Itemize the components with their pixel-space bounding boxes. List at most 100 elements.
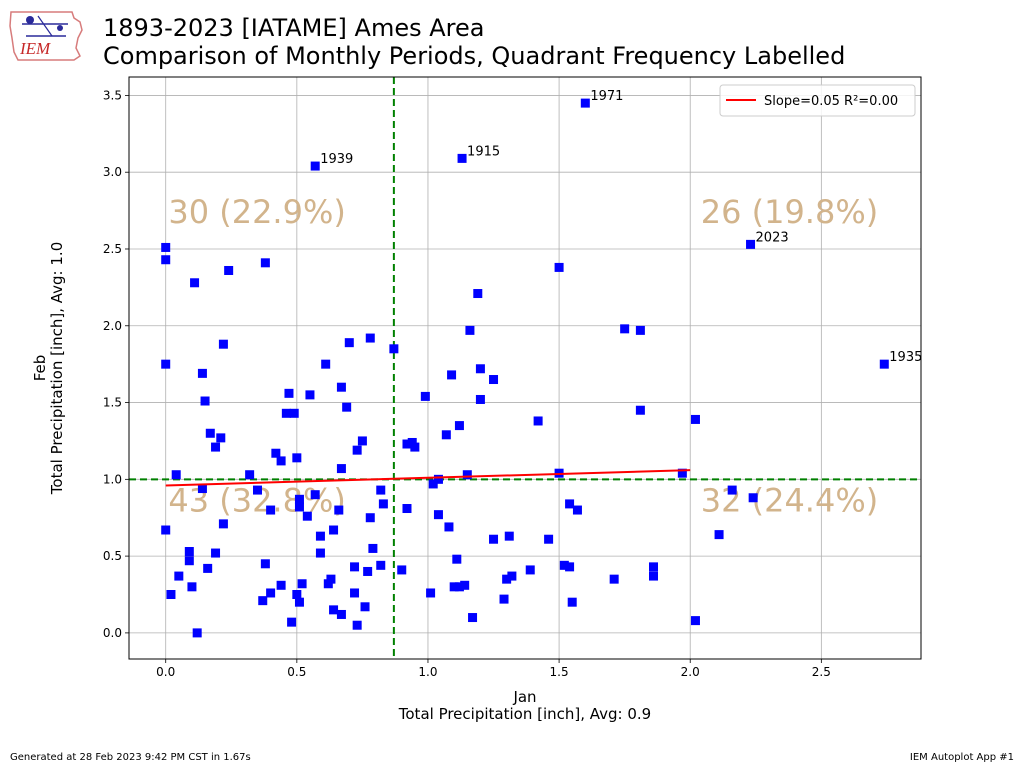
- logo-text: IEM: [19, 39, 51, 58]
- data-point: [260, 258, 270, 268]
- data-point: [329, 525, 339, 535]
- data-point: [245, 470, 255, 480]
- data-point: [507, 571, 517, 581]
- regression-line: [165, 469, 691, 487]
- data-point: [426, 588, 436, 598]
- data-point: [284, 388, 294, 398]
- data-point: [310, 161, 320, 171]
- data-point: [161, 525, 171, 535]
- data-point: [336, 382, 346, 392]
- legend-box: [719, 84, 916, 117]
- data-point: [502, 574, 512, 584]
- data-point: [224, 265, 234, 275]
- data-point: [294, 494, 304, 504]
- data-point: [216, 433, 226, 443]
- iowa-state-outline-logo: IEM: [9, 11, 83, 61]
- x-tick-label: 2.5: [812, 665, 831, 679]
- data-point: [302, 511, 312, 521]
- data-point: [714, 530, 724, 540]
- quadrant-label-top-left: 30 (22.9%): [168, 193, 346, 231]
- data-point: [211, 442, 221, 452]
- data-point: [489, 375, 499, 385]
- data-point: [336, 609, 346, 619]
- data-point: [402, 439, 412, 449]
- data-point: [190, 278, 200, 288]
- data-point: [690, 616, 700, 626]
- data-point: [363, 566, 373, 576]
- legend-label: Slope=0.05 R²=0.00: [764, 94, 898, 109]
- data-point: [452, 554, 462, 564]
- data-point: [360, 602, 370, 612]
- data-point: [402, 504, 412, 514]
- data-point: [567, 597, 577, 607]
- data-point: [205, 428, 215, 438]
- data-point: [289, 408, 299, 418]
- data-point: [294, 502, 304, 512]
- generated-timestamp: Generated at 28 Feb 2023 9:42 PM CST in …: [10, 752, 251, 763]
- data-point: [350, 562, 360, 572]
- data-point: [433, 474, 443, 484]
- data-point: [357, 436, 367, 446]
- data-point: [184, 547, 194, 557]
- x-tick-label: 1.5: [550, 665, 569, 679]
- year-annotation: 1915: [467, 144, 500, 159]
- data-point: [161, 255, 171, 265]
- data-point: [336, 464, 346, 474]
- data-point: [321, 359, 331, 369]
- data-point: [489, 534, 499, 544]
- data-point: [203, 563, 213, 573]
- x-axis-sublabel: Total Precipitation [inch], Avg: 0.9: [398, 705, 651, 723]
- data-point: [197, 484, 207, 494]
- data-point: [690, 414, 700, 424]
- data-point: [171, 470, 181, 480]
- data-point: [609, 574, 619, 584]
- data-point: [211, 548, 221, 558]
- data-point: [329, 605, 339, 615]
- data-point: [184, 556, 194, 566]
- data-point: [365, 513, 375, 523]
- data-point: [376, 485, 386, 495]
- data-point: [271, 448, 281, 458]
- data-point: [468, 613, 478, 623]
- data-point: [649, 562, 659, 572]
- data-point: [407, 437, 417, 447]
- data-point: [410, 442, 420, 452]
- data-point: [378, 499, 388, 509]
- data-point: [457, 153, 467, 163]
- y-tick-label: 3.5: [103, 88, 122, 102]
- data-point: [454, 421, 464, 431]
- data-point: [376, 560, 386, 570]
- data-point: [334, 505, 344, 515]
- year-annotation: 1971: [590, 89, 623, 104]
- data-point: [297, 579, 307, 589]
- data-point: [292, 590, 302, 600]
- data-point: [565, 562, 575, 572]
- data-point: [342, 402, 352, 412]
- data-point: [433, 510, 443, 520]
- data-point: [449, 582, 459, 592]
- data-point: [389, 344, 399, 354]
- data-point: [305, 390, 315, 400]
- y-tick-label: 0.0: [103, 626, 122, 640]
- y-tick-label: 2.5: [103, 242, 122, 256]
- data-point: [315, 548, 325, 558]
- data-point: [397, 565, 407, 575]
- data-point: [635, 405, 645, 415]
- x-tick-label: 1.0: [418, 665, 437, 679]
- data-point: [276, 456, 286, 466]
- data-point: [559, 560, 569, 570]
- data-point: [620, 324, 630, 334]
- quadrant-label-top-right: 26 (19.8%): [701, 193, 879, 231]
- data-point: [635, 325, 645, 335]
- data-point: [533, 416, 543, 426]
- data-point: [187, 582, 197, 592]
- chart-title-line1: 1893-2023 [IATAME] Ames Area: [103, 14, 485, 42]
- y-tick-label: 0.5: [103, 549, 122, 563]
- y-axis-sublabel: Total Precipitation [inch], Avg: 1.0: [48, 242, 66, 495]
- data-point: [344, 338, 354, 348]
- year-annotation: 2023: [756, 230, 789, 245]
- data-point: [315, 531, 325, 541]
- data-point: [727, 485, 737, 495]
- data-point: [310, 490, 320, 500]
- data-point: [565, 499, 575, 509]
